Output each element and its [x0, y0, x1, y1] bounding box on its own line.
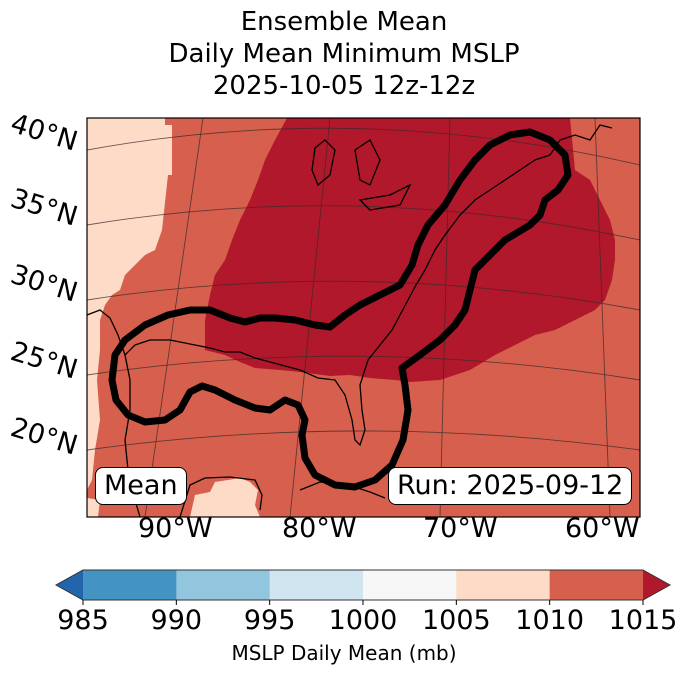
gridline-lon-90 — [144, 118, 204, 517]
gridline-lat-30 — [87, 280, 640, 311]
colorbar-tick-label: 1005 — [421, 605, 491, 636]
lon-label-90w: 90°W — [138, 513, 213, 544]
fill-1005-1010-south — [190, 478, 260, 517]
fill-1005-1010-west — [87, 118, 172, 490]
coastlines — [87, 124, 613, 517]
gridline-lon-80 — [289, 118, 331, 517]
coastline-great-lakes — [311, 139, 412, 211]
gridline-lat-25 — [87, 355, 640, 381]
title-line-2: Daily Mean Minimum MSLP — [168, 39, 520, 69]
lon-label-80w: 80°W — [282, 513, 357, 544]
colorbar-segment — [363, 570, 457, 600]
colorbar-segment — [269, 570, 364, 600]
coastline-yucatan — [179, 476, 263, 517]
run-date-badge: Run: 2025-09-12 — [388, 467, 633, 505]
colorbar-tick-label: 990 — [150, 605, 203, 636]
coastline-gulf — [87, 269, 426, 447]
lon-label-60w: 60°W — [565, 513, 640, 544]
colorbar-tick-label: 1015 — [608, 605, 678, 636]
colorbar-segment — [456, 570, 551, 600]
title-line-3: 2025-10-05 12z-12z — [212, 71, 476, 101]
mean-badge: Mean — [95, 467, 187, 505]
colorbar-segment — [176, 570, 271, 600]
gridline-lat-20 — [87, 430, 640, 451]
coastline-east — [424, 154, 551, 271]
mslp-contour — [108, 128, 572, 491]
colorbar-segment — [83, 570, 177, 600]
colorbar-tick-label: 1010 — [515, 605, 585, 636]
coastline-canada — [549, 124, 613, 156]
colorbar-extend-high — [643, 570, 670, 600]
gridline-lon-60 — [594, 118, 611, 517]
colorbar-label: MSLP Daily Mean (mb) — [231, 641, 457, 665]
gridline-lon-70 — [439, 118, 451, 517]
lon-label-70w: 70°W — [423, 513, 498, 544]
colorbar-extend-low — [56, 570, 83, 600]
colorbar-tick-label: 1000 — [328, 605, 398, 636]
colorbar-tick-label: 995 — [243, 605, 296, 636]
plot-border — [86, 117, 641, 518]
colorbar-segment — [549, 570, 644, 600]
colorbar-tick-label: 985 — [57, 605, 109, 636]
gridline-lat-35 — [87, 205, 640, 241]
title-line-1: Ensemble Mean — [240, 7, 448, 37]
fill-above-1015 — [205, 118, 615, 382]
